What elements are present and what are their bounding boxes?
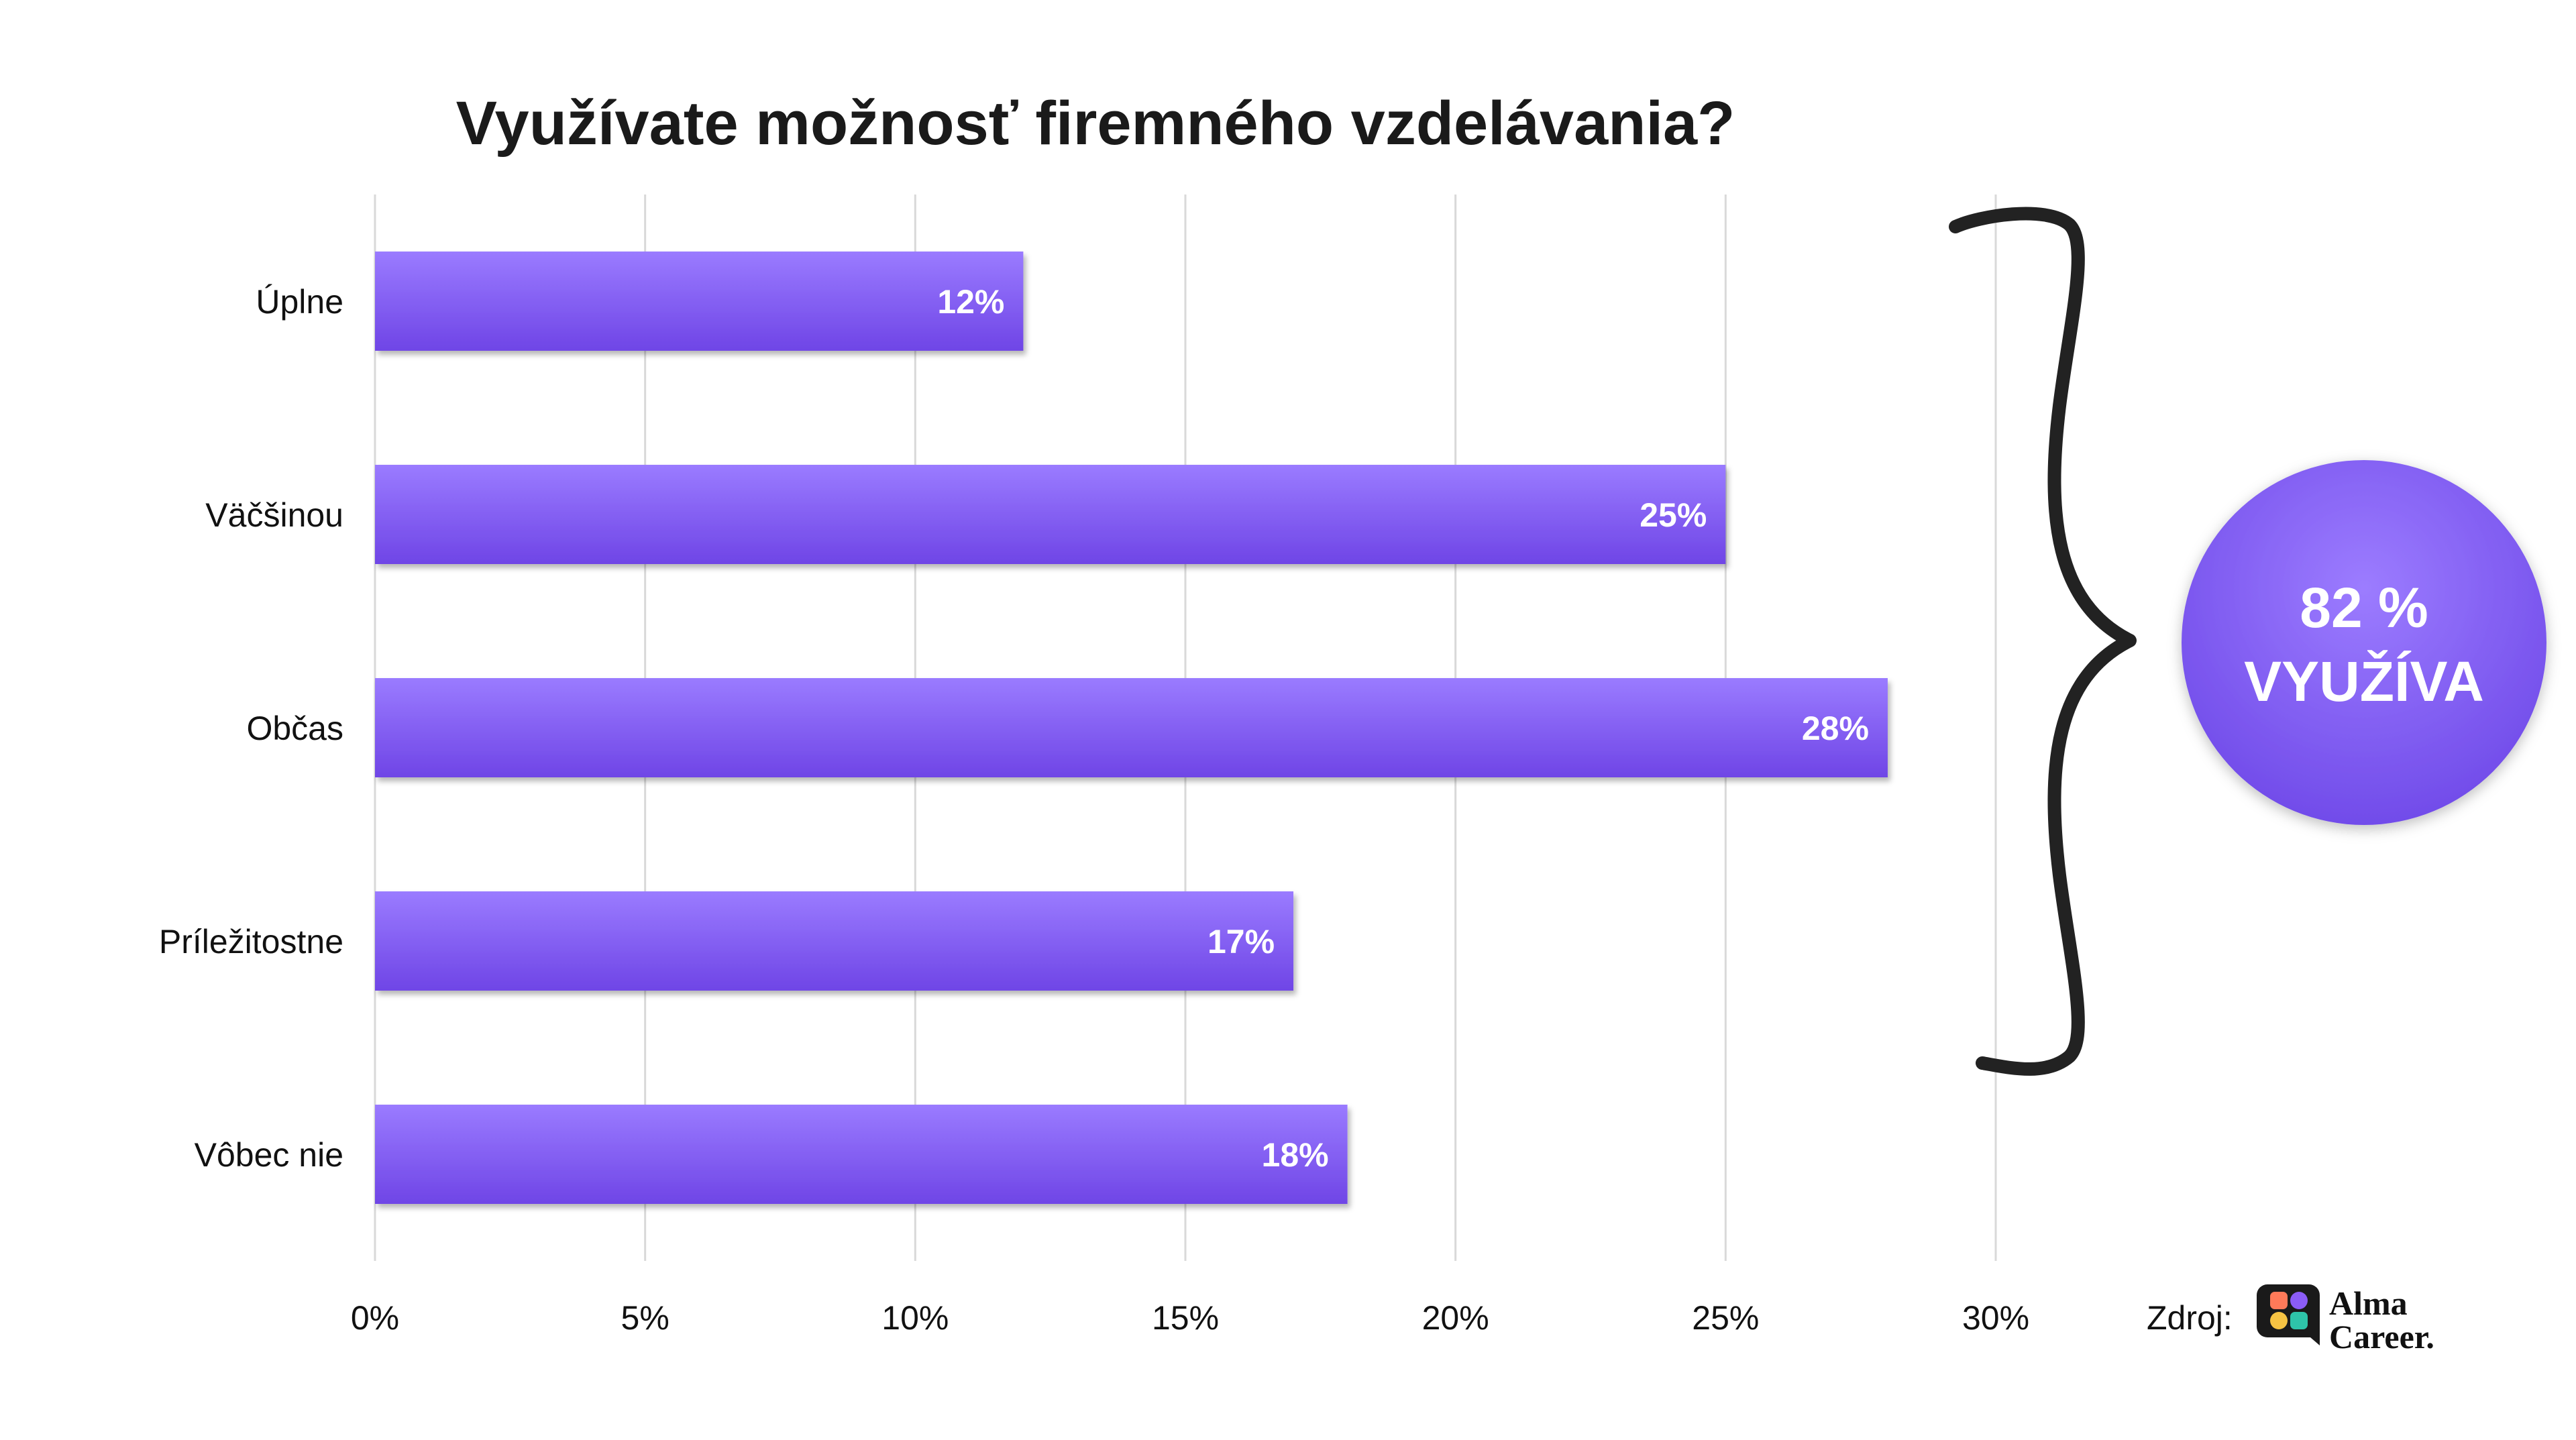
category-label: Vôbec nie <box>195 1136 343 1174</box>
category-labels: Úplne Väčšinou Občas Príležitostne Vôbec nie <box>159 283 343 1174</box>
brand-name-line2: Career. <box>2329 1318 2434 1355</box>
category-label: Úplne <box>256 283 343 321</box>
brand-name-line1: Alma <box>2329 1284 2408 1322</box>
summary-label: VYUŽÍVA <box>2244 650 2484 713</box>
curly-brace <box>1949 207 2137 1076</box>
bar-group: 28% <box>375 678 1888 777</box>
category-label: Občas <box>246 710 343 747</box>
source-label: Zdroj: <box>2147 1299 2233 1337</box>
bars: 12% 25% 28% 17% 18% <box>375 252 1888 1204</box>
x-tick-label: 25% <box>1692 1299 1759 1337</box>
bar-value-label: 17% <box>1208 923 1275 960</box>
x-tick-label: 10% <box>881 1299 949 1337</box>
bar-value-label: 28% <box>1802 710 1869 747</box>
bar-group: 25% <box>375 465 1726 564</box>
bar <box>375 678 1888 777</box>
x-tick-label: 15% <box>1152 1299 1219 1337</box>
logo-icon <box>2257 1284 2320 1345</box>
bar-group: 17% <box>375 891 1294 991</box>
source-attribution: Zdroj: Alma Career. <box>2147 1284 2434 1355</box>
x-tick-label: 0% <box>351 1299 399 1337</box>
x-tick-label: 20% <box>1422 1299 1489 1337</box>
bar <box>375 891 1294 991</box>
chart-title: Využívate možnosť firemného vzdelávania? <box>456 89 1735 158</box>
bar <box>375 465 1726 564</box>
category-label: Príležitostne <box>159 923 343 960</box>
summary-circle <box>2182 460 2546 825</box>
summary-badge: 82 % VYUŽÍVA <box>2182 460 2546 825</box>
category-label: Väčšinou <box>205 496 343 534</box>
bar-value-label: 18% <box>1262 1136 1329 1174</box>
x-axis-tick-labels: 0% 5% 10% 15% 20% 25% 30% <box>351 1299 2029 1337</box>
x-tick-label: 5% <box>621 1299 669 1337</box>
bar-value-label: 25% <box>1640 496 1707 534</box>
bar <box>375 252 1024 351</box>
x-tick-label: 30% <box>1962 1299 2029 1337</box>
summary-percent: 82 % <box>2300 576 2428 639</box>
bar-value-label: 12% <box>937 283 1004 321</box>
bar-group: 12% <box>375 252 1024 351</box>
bar <box>375 1105 1348 1204</box>
alma-career-logo: Alma Career. <box>2257 1284 2434 1355</box>
bar-group: 18% <box>375 1105 1348 1204</box>
